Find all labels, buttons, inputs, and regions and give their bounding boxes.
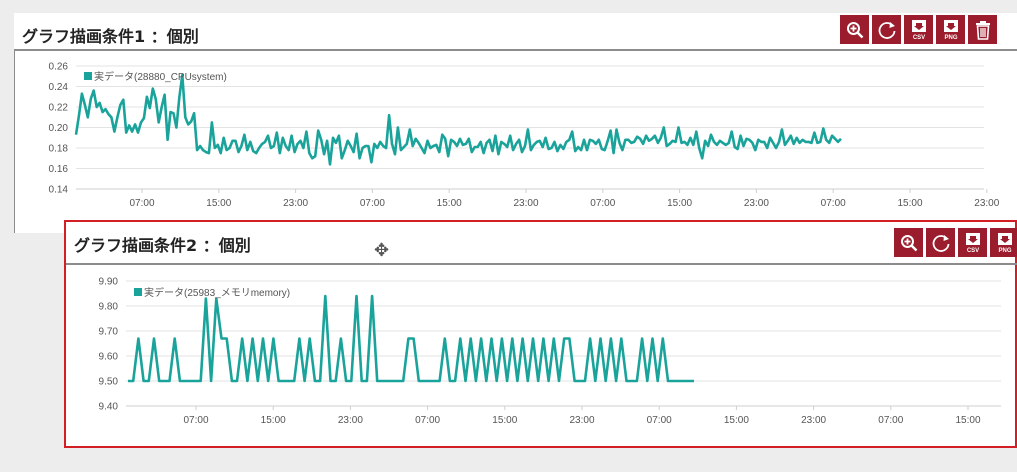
refresh-button[interactable]: [926, 228, 955, 257]
cpu-line-chart: 0.26 0.24 0.22 0.20 0.18 0.16 0.14 07:00 15:00 23…: [49, 62, 1000, 210]
svg-text:PNG: PNG: [944, 35, 957, 41]
x-tick-label: 23:00: [801, 415, 826, 426]
x-tick-label: 15:00: [955, 415, 980, 426]
x-tick-label: 15:00: [724, 415, 749, 426]
x-tick-label: 23:00: [283, 198, 308, 209]
zoom-in-icon: [900, 234, 918, 252]
svg-text:CSV: CSV: [912, 35, 924, 41]
png-download-icon: PNG: [941, 19, 961, 41]
chart-left-border: [14, 49, 15, 233]
y-tick-label: 0.22: [49, 103, 69, 114]
y-tick-label: 0.18: [49, 144, 69, 155]
legend-label: 実データ(25983_メモリmemory): [144, 286, 290, 299]
x-tick-label: 07:00: [590, 198, 615, 209]
panel-title: グラフ描画条件2 ：個別: [74, 236, 251, 255]
csv-download-button[interactable]: CSV: [904, 15, 933, 44]
x-tick-label: 23:00: [338, 415, 363, 426]
x-tick-label: 07:00: [821, 198, 846, 209]
png-download-icon: PNG: [995, 232, 1015, 254]
x-tick-label: 07:00: [129, 198, 154, 209]
x-tick-label: 07:00: [183, 415, 208, 426]
refresh-icon: [931, 233, 951, 253]
y-tick-label: 0.14: [49, 185, 69, 196]
panel-title: グラフ描画条件1 ：個別: [22, 27, 199, 46]
x-tick-label: 23:00: [513, 198, 538, 209]
zoom-in-button[interactable]: [840, 15, 869, 44]
y-tick-label: 0.20: [49, 123, 69, 134]
graph-panel-2: グラフ描画条件2 ：個別 CSV PNG ✥ 9.90 9.80 9.70 9.60 9.…: [64, 220, 1017, 448]
legend-label: 実データ(28880_CPUsystem): [94, 70, 227, 83]
png-download-button[interactable]: PNG: [936, 15, 965, 44]
y-tick-label: 9.80: [99, 302, 119, 313]
png-download-button[interactable]: PNG: [990, 228, 1017, 257]
x-tick-label: 07:00: [415, 415, 440, 426]
x-tick-label: 23:00: [974, 198, 999, 209]
refresh-button[interactable]: [872, 15, 901, 44]
x-tick-label: 15:00: [437, 198, 462, 209]
zoom-in-button[interactable]: [894, 228, 923, 257]
y-tick-label: 9.40: [99, 402, 119, 413]
y-tick-label: 0.16: [49, 164, 69, 175]
x-tick-label: 15:00: [667, 198, 692, 209]
x-tick-label: 23:00: [569, 415, 594, 426]
csv-download-icon: CSV: [963, 232, 983, 254]
memory-line-chart: 9.90 9.80 9.70 9.60 9.50 9.40 07:00 15:00 23:00 0…: [99, 277, 1001, 426]
x-tick-label: 15:00: [206, 198, 231, 209]
svg-text:PNG: PNG: [998, 248, 1011, 254]
zoom-in-icon: [846, 21, 864, 39]
x-tick-label: 07:00: [360, 198, 385, 209]
title-divider: [66, 263, 1017, 265]
y-tick-label: 0.26: [49, 62, 69, 73]
csv-download-button[interactable]: CSV: [958, 228, 987, 257]
y-tick-label: 0.24: [49, 82, 69, 93]
trash-button[interactable]: [968, 15, 997, 44]
panel-toolbar: CSV PNG: [894, 228, 1017, 257]
move-cursor-icon: ✥: [374, 240, 390, 260]
x-tick-label: 15:00: [897, 198, 922, 209]
y-tick-label: 9.90: [99, 277, 119, 288]
x-tick-label: 07:00: [647, 415, 672, 426]
x-tick-label: 23:00: [744, 198, 769, 209]
svg-text:CSV: CSV: [966, 248, 978, 254]
panel-toolbar: CSV PNG: [840, 15, 997, 44]
graph-panel-1: グラフ描画条件1 ：個別 CSV PNG 0.26 0.24 0.22 0.20 0.18…: [14, 13, 1017, 233]
y-tick-label: 9.70: [99, 327, 119, 338]
legend-swatch: [84, 72, 92, 80]
x-tick-label: 15:00: [261, 415, 286, 426]
x-tick-label: 07:00: [878, 415, 903, 426]
y-tick-label: 9.50: [99, 377, 119, 388]
y-tick-label: 9.60: [99, 352, 119, 363]
x-tick-label: 15:00: [492, 415, 517, 426]
legend-swatch: [134, 288, 142, 296]
title-divider: [14, 49, 1017, 51]
csv-download-icon: CSV: [909, 19, 929, 41]
refresh-icon: [877, 20, 897, 40]
series-line: [128, 294, 694, 383]
trash-icon: [974, 20, 992, 40]
series-line: [74, 73, 842, 166]
